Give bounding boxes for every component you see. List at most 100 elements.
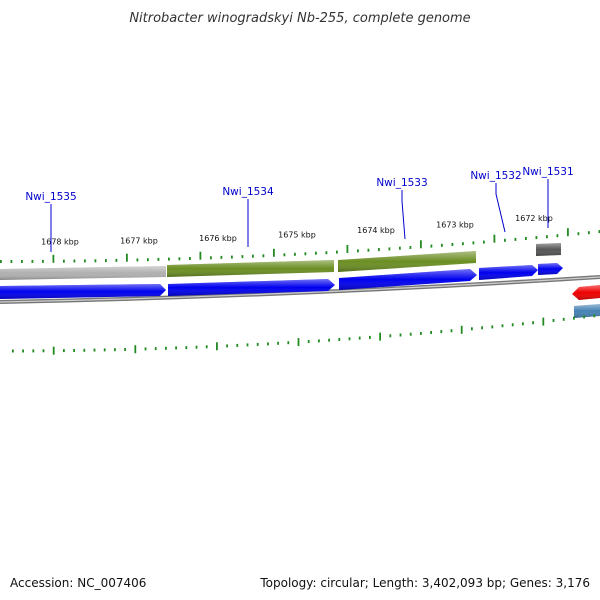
- tick-mark: [511, 323, 514, 327]
- tick-mark: [348, 337, 351, 341]
- tick-mark: [307, 340, 310, 343]
- tick-mark: [273, 248, 275, 257]
- kbp-tick-label: 1676 kbp: [199, 234, 237, 243]
- tick-mark: [31, 259, 34, 263]
- tick-mark: [63, 349, 65, 353]
- map-title: Nitrobacter winogradskyi Nb-255, complet…: [129, 11, 470, 26]
- tick-mark: [185, 346, 188, 350]
- tick-mark: [598, 230, 600, 234]
- gene-label[interactable]: Nwi_1535: [25, 191, 76, 203]
- tick-mark: [226, 344, 228, 348]
- tick-mark: [304, 252, 307, 256]
- tick-mark: [346, 245, 349, 253]
- tick-mark: [546, 235, 548, 239]
- kbp-tick-label: 1674 kbp: [357, 226, 395, 235]
- tick-mark: [252, 254, 254, 258]
- gene-label[interactable]: Nwi_1533: [376, 177, 427, 189]
- tick-mark: [52, 254, 55, 263]
- tick-mark: [114, 348, 116, 352]
- tick-mark: [236, 343, 239, 347]
- tick-mark: [22, 349, 24, 353]
- tick-mark: [388, 247, 391, 251]
- tick-mark: [103, 348, 106, 352]
- tick-mark: [504, 238, 506, 242]
- tick-mark: [573, 316, 575, 320]
- tick-mark: [147, 258, 149, 262]
- tick-mark: [491, 325, 494, 329]
- tick-mark: [241, 255, 244, 259]
- tick-mark: [124, 348, 126, 351]
- tick-mark: [126, 253, 128, 262]
- tick-mark: [73, 259, 76, 263]
- tick-mark: [462, 242, 464, 246]
- tick-mark: [246, 343, 249, 347]
- tick-mark: [441, 243, 443, 247]
- tick-mark: [409, 332, 412, 336]
- tick-mark: [165, 346, 167, 350]
- tick-mark: [420, 331, 422, 335]
- tick-mark: [199, 251, 202, 260]
- tick-mark: [481, 326, 483, 330]
- tick-mark: [134, 345, 137, 354]
- tick-mark: [0, 260, 2, 263]
- tick-mark: [501, 324, 504, 328]
- tick-mark: [472, 241, 475, 245]
- tick-mark: [389, 334, 392, 338]
- tick-mark: [267, 342, 269, 346]
- tick-mark: [493, 234, 496, 243]
- tick-mark: [583, 315, 585, 319]
- tick-mark: [21, 260, 23, 263]
- gene-label[interactable]: Nwi_1531: [522, 166, 573, 178]
- tick-mark: [483, 240, 485, 244]
- gene-label[interactable]: Nwi_1534: [222, 186, 274, 198]
- tick-mark: [525, 237, 527, 240]
- tick-mark: [94, 259, 97, 263]
- tick-mark: [409, 246, 412, 249]
- tick-mark: [532, 321, 534, 325]
- reverse-features: [572, 285, 600, 318]
- tick-mark: [471, 327, 473, 331]
- tick-mark: [294, 252, 296, 256]
- tick-mark: [32, 349, 35, 353]
- tick-mark: [367, 248, 370, 252]
- tick-mark: [10, 260, 13, 263]
- tick-mark: [430, 331, 432, 334]
- cds-track: [0, 263, 563, 299]
- tick-mark: [42, 349, 45, 353]
- tick-mark: [378, 248, 380, 252]
- tick-mark: [399, 246, 401, 250]
- tick-mark: [542, 317, 545, 326]
- gene-leader-line: [401, 190, 406, 240]
- tick-mark: [63, 259, 65, 263]
- tick-mark: [451, 243, 454, 246]
- backbone-track: [0, 275, 600, 304]
- gene-label[interactable]: Nwi_1532: [470, 170, 521, 182]
- tick-mark: [42, 259, 44, 263]
- tick-mark: [216, 342, 218, 351]
- tick-mark: [175, 346, 177, 350]
- kbp-tick-label: 1672 kbp: [515, 214, 553, 223]
- tick-mark: [379, 332, 381, 341]
- tick-mark: [262, 254, 265, 258]
- gene-leader-line: [495, 183, 506, 233]
- tick-mark: [460, 325, 463, 334]
- tick-mark: [256, 342, 259, 346]
- tick-mark: [399, 333, 402, 337]
- tick-mark: [552, 319, 555, 322]
- accession-text: Accession: NC_007406: [10, 576, 147, 590]
- tick-mark: [83, 348, 86, 352]
- tick-mark: [105, 259, 107, 263]
- tick-mark: [318, 339, 320, 343]
- tick-mark: [297, 338, 300, 347]
- kbp-tick-label: 1678 kbp: [41, 238, 79, 247]
- lower-tick-row: [12, 314, 596, 355]
- tick-mark: [430, 244, 433, 248]
- tick-mark: [369, 335, 371, 339]
- tick-mark: [210, 256, 212, 260]
- upper-tick-row: [0, 228, 600, 263]
- tick-mark: [157, 257, 160, 261]
- tick-mark: [315, 251, 317, 255]
- tick-mark: [287, 341, 290, 345]
- tick-mark: [205, 345, 208, 349]
